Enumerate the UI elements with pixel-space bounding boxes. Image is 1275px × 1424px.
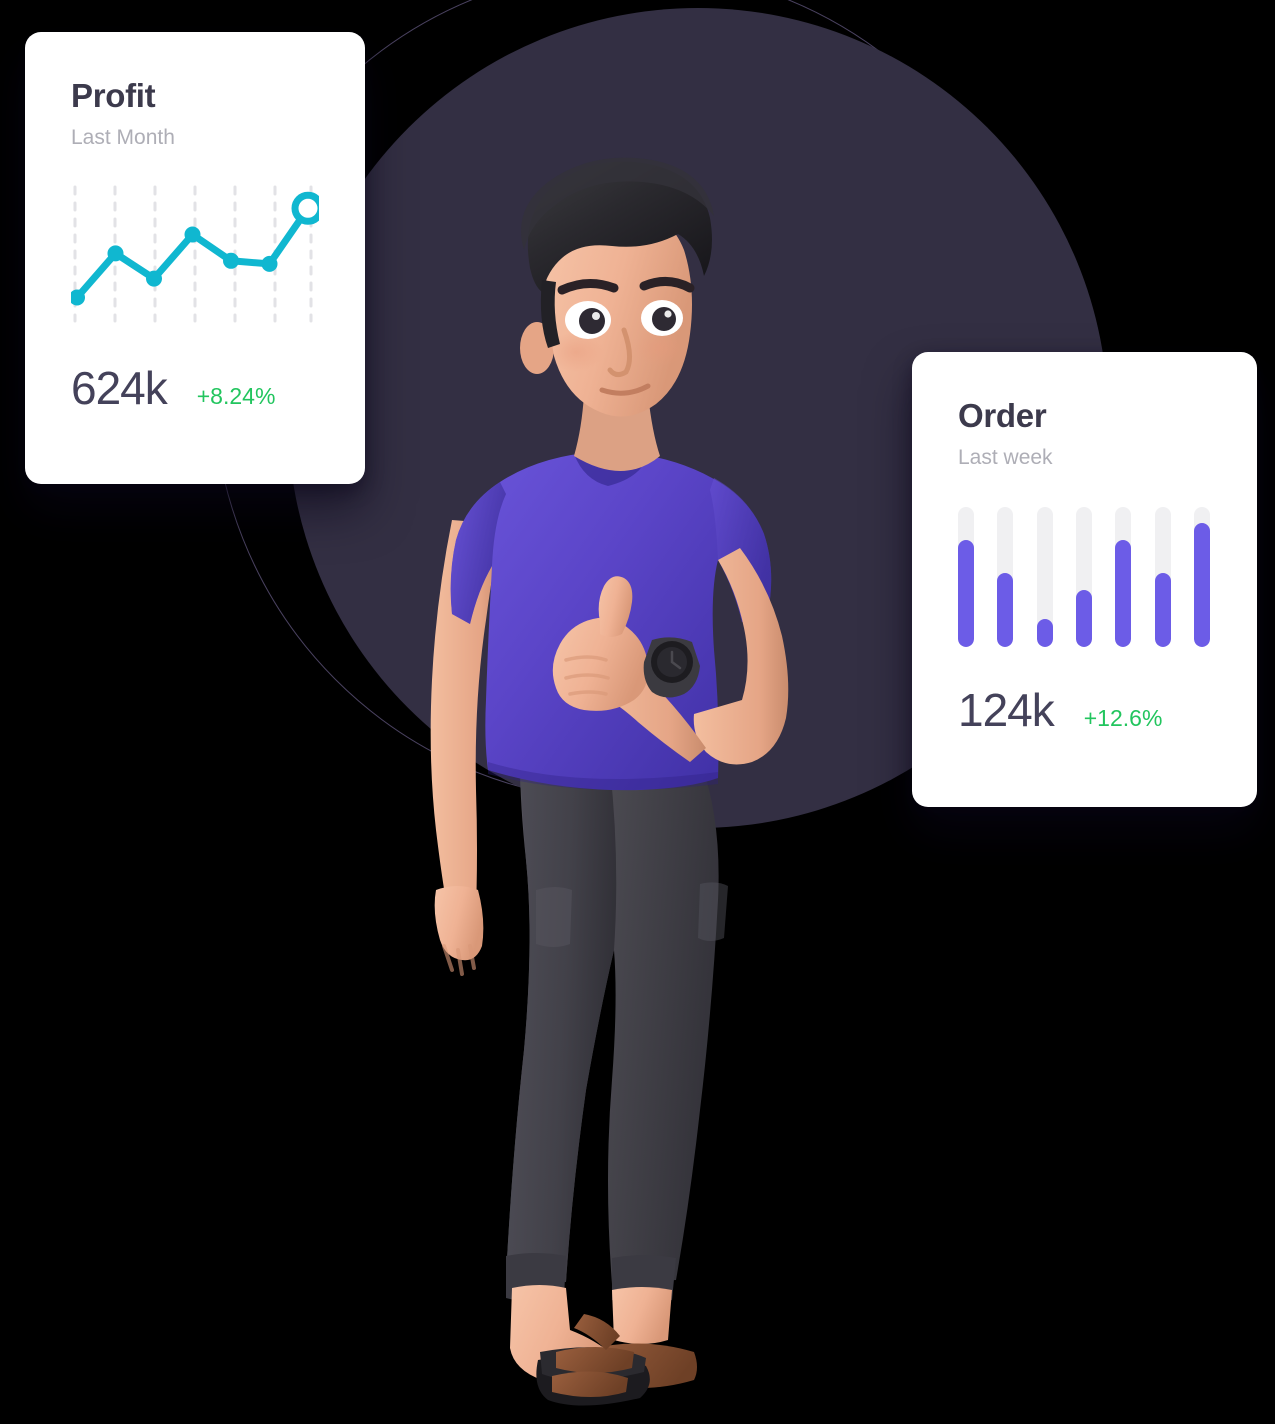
bar-track [958,507,974,648]
bar-fill [1193,522,1210,648]
bar-fill [1115,539,1132,648]
bar-track [1115,507,1132,648]
profit-value-row: 624k +8.24% [71,365,319,411]
bar-fill [997,573,1014,648]
bar-track [1075,507,1092,648]
order-card-title: Order [958,397,1047,434]
order-delta-badge: +12.6% [1083,705,1163,732]
profit-line-chart[interactable] [71,183,319,325]
order-bar-chart[interactable] [958,507,1210,648]
bar-track [1036,507,1053,648]
card-order[interactable]: Order Last week [912,352,1257,807]
bar-fill [958,539,974,648]
line-chart-marker-last [291,192,319,226]
character-pants [506,760,728,1304]
profit-card-subtitle: Last Month [71,126,175,150]
bar-track [1193,507,1210,648]
profit-card-title: Profit [71,77,156,114]
profit-value: 624k [71,362,168,415]
bar-fill [1075,590,1092,648]
line-chart-markers [71,226,278,306]
bar-fill [1036,619,1053,648]
order-value: 124k [958,684,1055,737]
order-value-row: 124k +12.6% [958,687,1211,733]
bar-track [1154,507,1171,648]
bar-track [997,507,1014,648]
order-card-subtitle: Last week [958,446,1053,470]
character-foot-front [510,1285,650,1406]
bar-fill [1154,573,1171,648]
profit-delta-badge: +8.24% [196,383,276,410]
card-profit[interactable]: Profit Last Month [25,32,365,484]
character-foot-back [583,1287,697,1388]
